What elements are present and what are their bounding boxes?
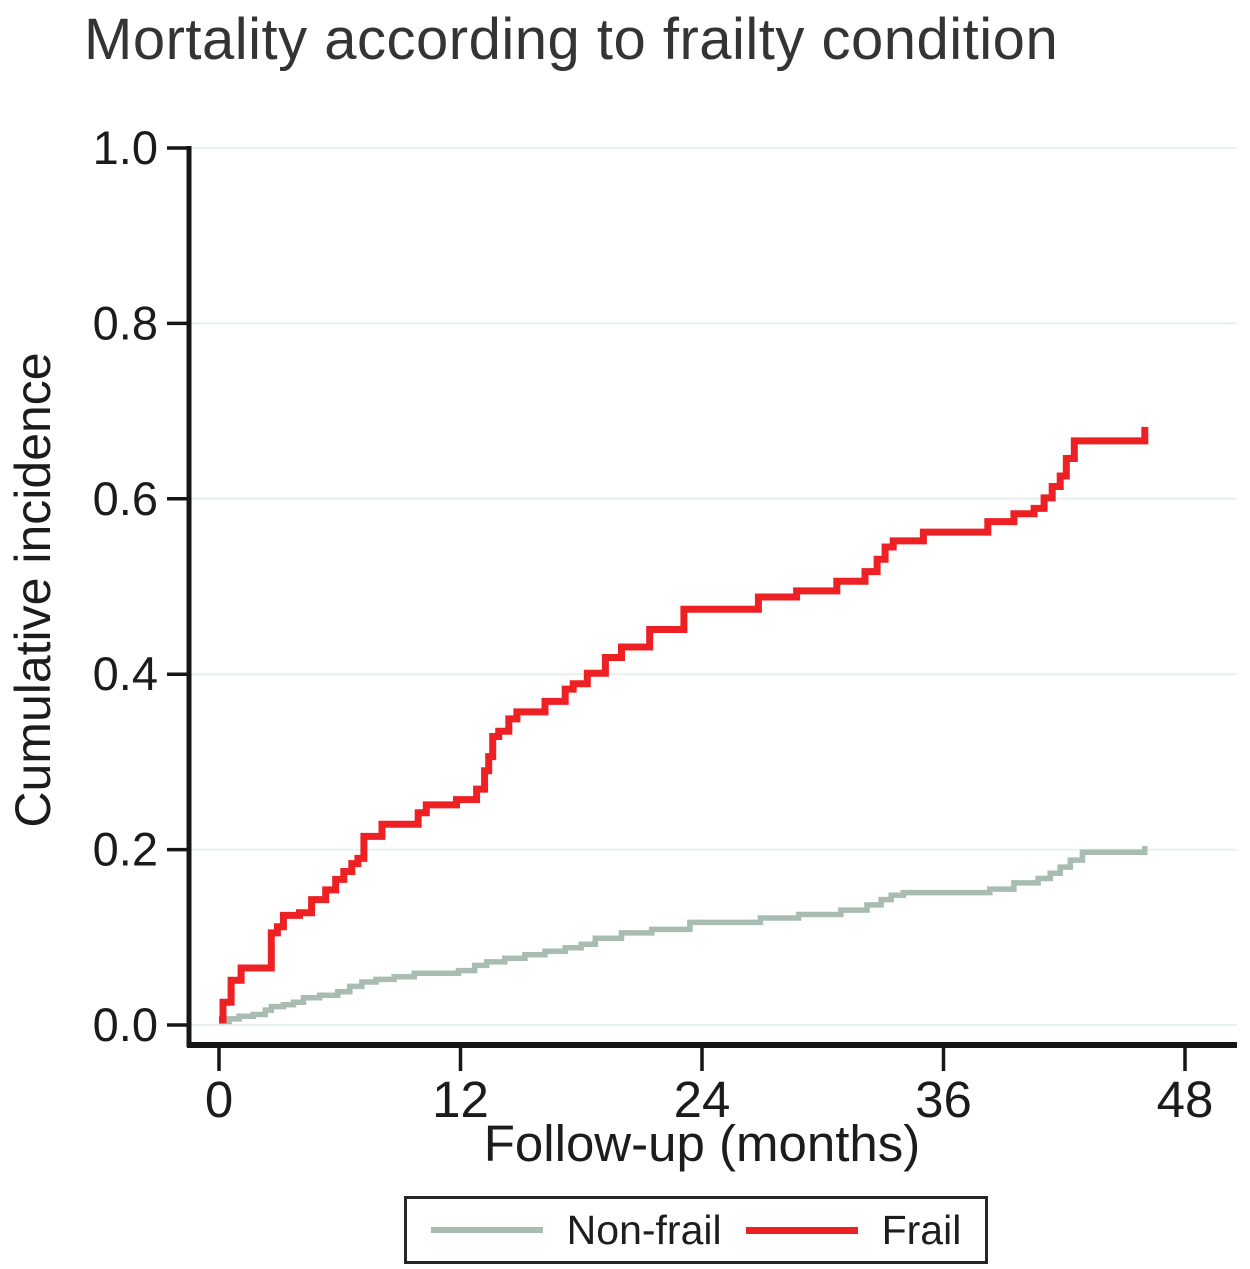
y-tick-label: 0.0 (93, 998, 158, 1051)
y-tick-label: 0.6 (93, 472, 158, 525)
x-tick-label: 48 (1157, 1071, 1214, 1128)
legend-label-frail: Frail (881, 1206, 962, 1253)
x-tick-label: 0 (205, 1071, 233, 1128)
x-tick-label: 12 (432, 1071, 489, 1128)
chart-title: Mortality according to frailty condition (84, 7, 1059, 72)
y-tick-label: 0.8 (93, 296, 158, 349)
series-frail-line (219, 426, 1149, 1024)
x-tick-label: 36 (915, 1071, 972, 1128)
series-non-frail-line (219, 846, 1148, 1025)
x-tick-label: 24 (674, 1071, 731, 1128)
y-tick-label: 0.4 (93, 647, 158, 700)
legend-swatch-frail (745, 1226, 858, 1234)
y-tick-label: 0.2 (93, 823, 158, 876)
legend-label-non-frail: Non-frail (566, 1206, 722, 1253)
legend-swatch-non-frail (430, 1227, 543, 1233)
y-tick-label: 1.0 (93, 121, 158, 174)
x-axis-title: Follow-up (months) (483, 1115, 921, 1172)
legend: Non-frail Frail (404, 1196, 988, 1264)
